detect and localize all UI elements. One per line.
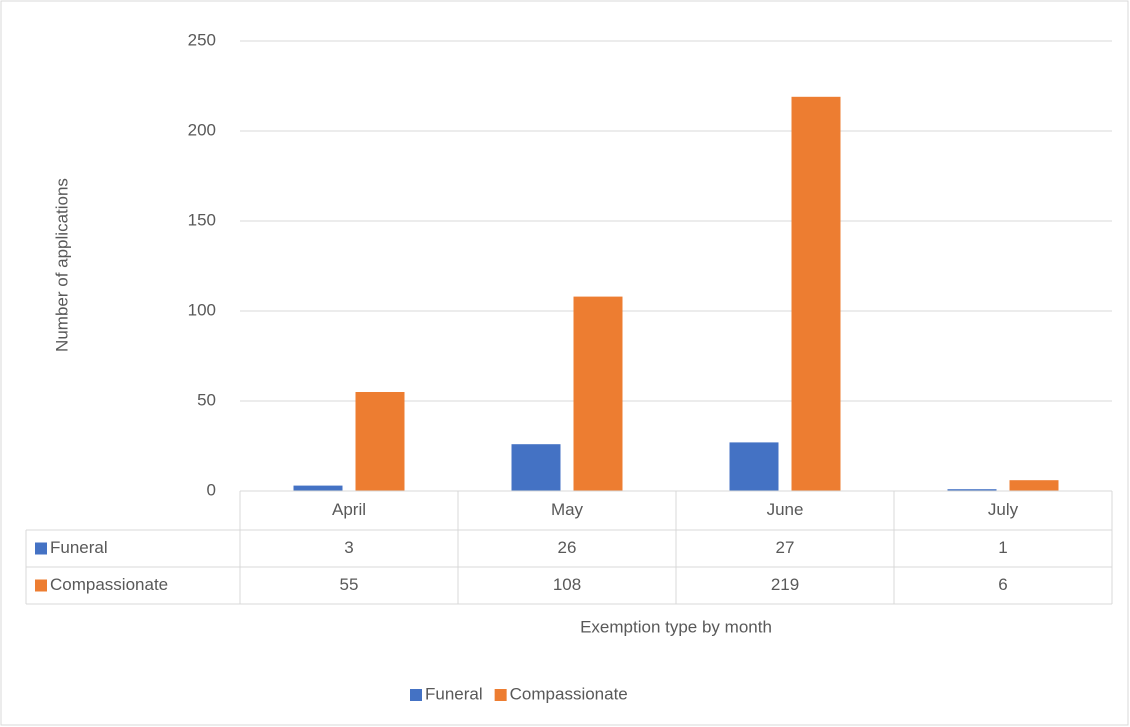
table-value: 55: [340, 575, 359, 594]
table-value: 1: [998, 538, 1007, 557]
y-tick-label: 0: [207, 480, 216, 499]
x-axis-title: Exemption type by month: [580, 617, 772, 636]
bar: [355, 392, 405, 491]
x-tick-label: April: [332, 500, 366, 519]
legend-label: Funeral: [425, 684, 483, 703]
table-value: 108: [553, 575, 581, 594]
table-series-name: Funeral: [50, 538, 108, 557]
bar: [947, 489, 997, 491]
bar: [791, 96, 841, 492]
x-tick-label: June: [767, 500, 804, 519]
y-axis-title: Number of applications: [52, 178, 71, 352]
y-tick-label: 200: [188, 120, 216, 139]
legend-key: [410, 689, 422, 701]
x-tick-label: July: [988, 500, 1019, 519]
table-legend-key: [35, 579, 47, 592]
table-value: 219: [771, 575, 799, 594]
y-tick-label: 150: [188, 210, 216, 229]
table-value: 26: [558, 538, 577, 557]
y-tick-label: 50: [197, 390, 216, 409]
legend-key: [494, 689, 507, 701]
y-tick-label: 100: [188, 300, 216, 319]
bar: [573, 296, 623, 491]
legend-label: Compassionate: [510, 684, 628, 703]
bar: [293, 485, 343, 491]
table-value: 27: [776, 538, 795, 557]
x-tick-label: May: [551, 500, 584, 519]
table-value: 3: [344, 538, 353, 557]
table-value: 6: [998, 575, 1007, 594]
bar: [511, 444, 561, 491]
bar: [1009, 480, 1059, 491]
table-series-name: Compassionate: [50, 575, 168, 594]
table-legend-key: [35, 542, 47, 555]
y-tick-label: 250: [188, 30, 216, 49]
bar: [729, 442, 779, 491]
